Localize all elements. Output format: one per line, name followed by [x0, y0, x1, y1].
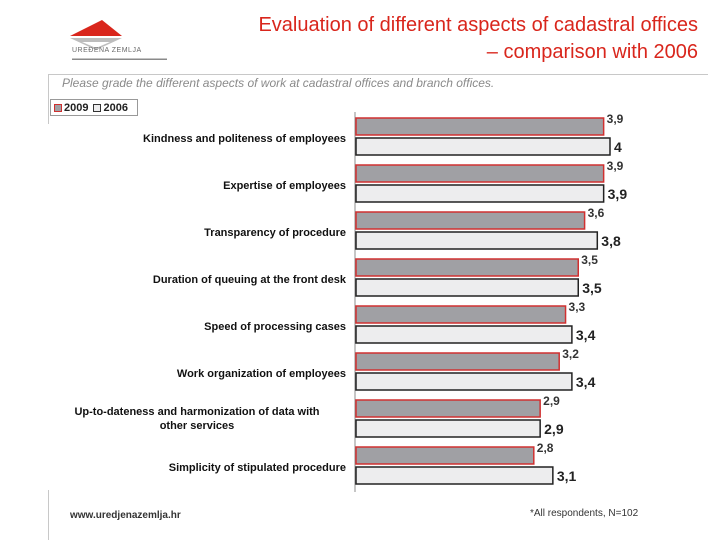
data-label-2006: 2,9	[544, 421, 564, 437]
data-label-2006: 3,4	[576, 327, 596, 343]
footer-website: www.uredjenazemlja.hr	[70, 510, 181, 521]
header-divider	[48, 74, 708, 75]
title-line-1: Evaluation of different aspects of cadas…	[258, 14, 698, 36]
bar-2009	[355, 258, 579, 277]
brand-name: UREĐENA ZEMLJA	[72, 47, 142, 54]
bar-2006	[355, 231, 599, 250]
category-label: Speed of processing cases	[204, 321, 346, 333]
bar-2006	[355, 137, 611, 156]
legend-label-2009: 2009	[64, 101, 89, 114]
category-label: Simplicity of stipulated procedure	[169, 462, 346, 474]
bar-2006	[355, 419, 541, 438]
left-rule-top	[48, 74, 49, 124]
category-label: Kindness and politeness of employees	[143, 133, 346, 145]
brand-logo	[70, 20, 122, 50]
legend-label-2006: 2006	[103, 101, 128, 114]
bar-2009	[355, 117, 605, 136]
bar-2006	[355, 278, 579, 297]
bar-2006	[355, 325, 573, 344]
bar-2009	[355, 305, 567, 324]
bar-2006	[355, 466, 554, 485]
category-label: Transparency of procedure	[204, 227, 346, 239]
data-label-2009: 3,5	[581, 253, 598, 267]
bar-2009	[355, 399, 541, 418]
chart-legend: 2009 2006	[50, 99, 138, 116]
bar-2009	[355, 211, 586, 230]
slide-title: Evaluation of different aspects of cadas…	[138, 12, 698, 66]
data-label-2009: 3,9	[607, 159, 624, 173]
data-label-2009: 3,9	[607, 112, 624, 126]
data-label-2006: 3,1	[557, 468, 577, 484]
data-label-2006: 3,9	[608, 186, 628, 202]
left-rule-bottom	[48, 490, 49, 540]
bar-2009	[355, 446, 535, 465]
category-label: Expertise of employees	[223, 180, 346, 192]
legend-swatch-2009	[54, 103, 62, 112]
legend-swatch-2006	[93, 103, 102, 112]
category-label: Up-to-dateness and harmonization of data…	[74, 406, 319, 432]
data-label-2009: 2,8	[537, 441, 554, 455]
data-label-2006: 3,5	[582, 280, 602, 296]
title-line-2: – comparison with 2006	[486, 41, 698, 63]
footer-note: *All respondents, N=102	[530, 508, 639, 519]
bar-2006	[355, 372, 573, 391]
data-label-2009: 3,2	[562, 347, 579, 361]
data-label-2006: 4	[614, 139, 622, 155]
brand-tagline: ▬▬▬▬▬▬▬▬▬▬▬▬▬▬▬▬▬▬▬	[72, 56, 167, 62]
data-label-2009: 2,9	[543, 394, 560, 408]
data-label-2006: 3,8	[601, 233, 621, 249]
category-label: Duration of queuing at the front desk	[153, 274, 347, 286]
data-label-2009: 3,6	[588, 206, 605, 220]
category-label: Work organization of employees	[177, 368, 346, 380]
bar-2009	[355, 352, 560, 371]
bar-2006	[355, 184, 605, 203]
question-text: Please grade the different aspects of wo…	[62, 76, 495, 90]
bar-2009	[355, 164, 605, 183]
data-label-2009: 3,3	[569, 300, 586, 314]
data-label-2006: 3,4	[576, 374, 596, 390]
